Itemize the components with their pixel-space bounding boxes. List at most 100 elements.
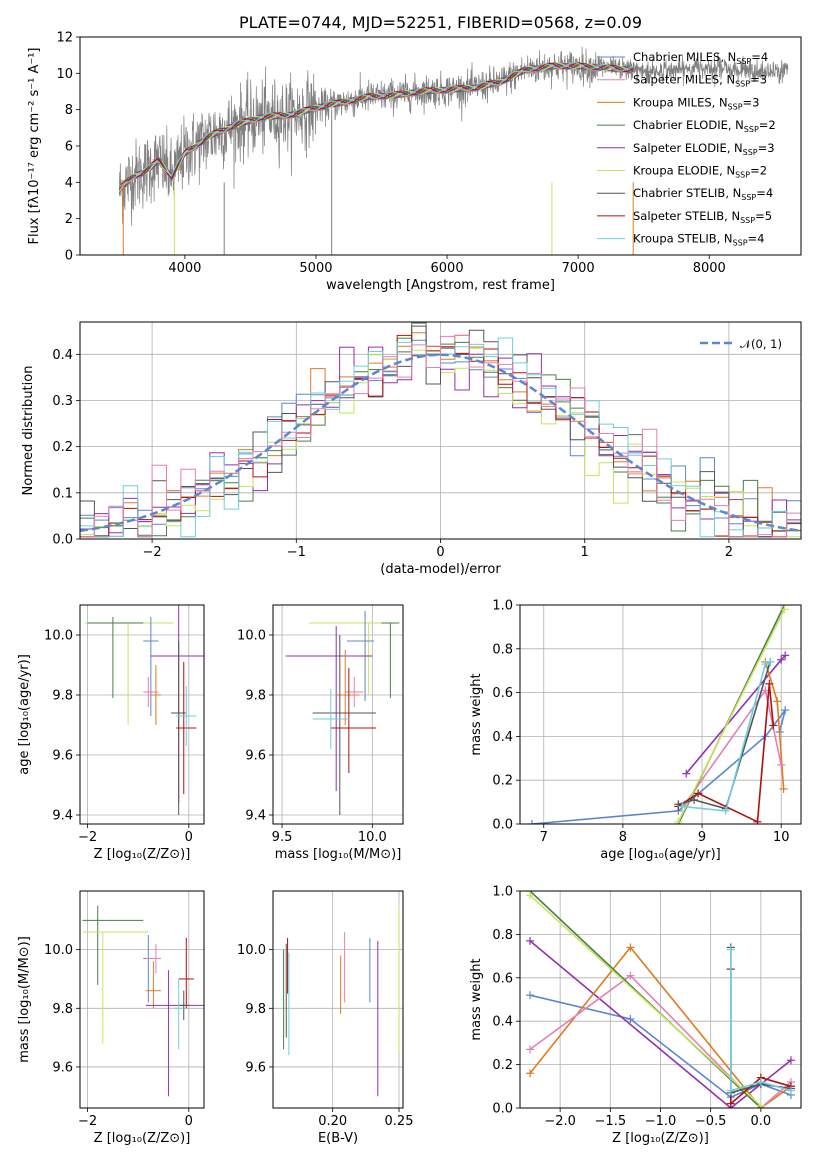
y-tick-label: 12	[56, 31, 73, 46]
x-tick-label: −1.0	[645, 1114, 677, 1129]
x-tick-label: −0.5	[695, 1114, 727, 1129]
weight_vs_Z-frame	[519, 890, 802, 1109]
weight-marker	[626, 1015, 635, 1024]
error-point	[312, 689, 349, 749]
y-tick-label: 2	[65, 212, 73, 227]
weight-marker	[527, 820, 536, 824]
y-axis-label: age [log₁₀(age/yr)]	[17, 654, 32, 775]
weight-marker	[526, 891, 535, 900]
y-tick-label: 9.4	[52, 809, 73, 824]
legend-entry: Kroupa STELIB, NSSP=4	[633, 232, 764, 248]
weight-marker	[674, 817, 683, 824]
weight_vs_age-plot-area	[520, 605, 801, 824]
y-tick-label: 6	[65, 140, 73, 155]
y-tick-label: 10.0	[237, 943, 266, 958]
weight-marker	[726, 1086, 735, 1095]
y-tick-label: 0.0	[52, 533, 73, 548]
model-spectrum-line	[118, 63, 634, 190]
weight-series-line	[529, 894, 762, 1107]
spectrum-legend: Chabrier MILES, NSSP=4 Salpeter MILES, NS…	[597, 50, 776, 248]
x-tick-label: 9	[698, 830, 706, 845]
weight-series-line	[529, 974, 792, 1108]
y-axis-label: mass weight	[469, 673, 484, 755]
y-tick-label: 9.8	[52, 689, 73, 704]
weight-series-line	[529, 946, 792, 1108]
legend-entry: Kroupa MILES, NSSP=3	[633, 95, 759, 111]
weight_vs_Z-plot-area	[520, 891, 801, 1108]
y-tick-label: 0.4	[492, 730, 513, 745]
legend-entry: 𝒩(0, 1)	[740, 337, 782, 351]
age_vs_Z-frame	[79, 604, 205, 825]
y-axis-label: mass weight	[469, 958, 484, 1040]
model-spectrum-line	[119, 63, 634, 189]
weight-marker	[726, 945, 735, 954]
y-tick-label: 9.4	[245, 809, 266, 824]
x-tick-label: −1.5	[595, 1114, 627, 1129]
error-point	[173, 978, 184, 1050]
error-point	[143, 934, 154, 1003]
x-tick-label: 7	[540, 830, 548, 845]
y-tick-label: 0.4	[52, 348, 73, 363]
x-tick-label: 8	[619, 830, 627, 845]
weight-marker	[765, 679, 774, 688]
x-tick-label: 0	[185, 1114, 193, 1129]
weight-marker	[766, 657, 775, 666]
legend-entry: Kroupa ELODIE, NSSP=2	[633, 164, 767, 180]
weight-marker	[777, 655, 786, 664]
error-point	[285, 626, 373, 791]
x-tick-label: 6000	[431, 261, 464, 276]
x-tick-label: 2	[725, 545, 733, 560]
y-tick-label: 4	[65, 176, 73, 191]
weight-marker	[756, 1101, 765, 1108]
x-tick-label: −2.0	[544, 1114, 576, 1129]
weight-marker	[674, 800, 683, 809]
weight-marker	[694, 789, 703, 798]
x-tick-label: −1	[287, 545, 306, 560]
y-tick-label: 0.1	[52, 486, 73, 501]
x-tick-label: −2	[143, 545, 162, 560]
age_vs_Z-plot-area	[80, 605, 204, 824]
x-axis-label: age [log₁₀(age/yr)]	[600, 847, 721, 862]
weight-marker	[626, 971, 635, 980]
error-point	[87, 617, 144, 698]
y-tick-label: 9.6	[245, 1060, 266, 1075]
weight-marker	[786, 1086, 795, 1095]
chart-title: PLATE=0744, MJD=52251, FIBERID=0568, z=0…	[239, 13, 642, 32]
age_vs_mass-panel: 9.5 10.0 9.4 9.6 9.8 10.0 mass [log₁₀(M/M⊙)]	[237, 604, 404, 862]
legend-entry: Chabrier MILES, NSSP=4	[633, 50, 768, 66]
weight-marker	[769, 721, 778, 730]
model-spectrum-line	[118, 62, 634, 188]
x-tick-label: 5000	[299, 261, 332, 276]
error-point	[330, 668, 376, 773]
weight-marker	[781, 651, 790, 660]
weight-series-line	[677, 609, 786, 823]
residual-histogram	[80, 334, 801, 538]
y-tick-label: 9.8	[245, 689, 266, 704]
legend-entry: Salpeter STELIB, NSSP=5	[633, 209, 772, 225]
error-point	[143, 677, 159, 707]
legend-entry: Salpeter ELODIE, NSSP=3	[633, 141, 775, 157]
x-tick-label: 10.0	[358, 830, 387, 845]
x-tick-label: 0.25	[385, 1114, 414, 1129]
weight-series-line	[682, 661, 771, 812]
normal-curve	[80, 353, 801, 533]
model-spectrum-line	[118, 62, 634, 192]
x-tick-label: 1	[581, 545, 589, 560]
error-point	[381, 622, 400, 698]
y-tick-label: 0.3	[52, 394, 73, 409]
weight-series-line	[529, 940, 792, 1108]
weight-marker	[756, 1077, 765, 1086]
error-point	[345, 677, 364, 707]
y-tick-label: 8	[65, 103, 73, 118]
error-point	[176, 686, 197, 746]
error-point	[312, 635, 376, 815]
age_vs_mass-plot-area	[273, 605, 403, 824]
error-point	[145, 961, 161, 1009]
weight_vs_age-panel: 7 8 9 10 0.0 0.2 0.4 0.6 0.8 1.0 age [log₁₀(age/yr…	[469, 599, 802, 862]
x-tick-label: 9.5	[272, 830, 293, 845]
weight_vs_Z-panel: −2.0 −1.5 −1.0 −0.5 0.0 0.0 0.2 0.4 0.6 0.8 1.0 Z […	[469, 885, 802, 1146]
y-tick-label: 1.0	[492, 599, 513, 614]
spectrum-panel: 4000 5000 6000 7000 8000 0 2 4 6 8 10 12 wavelength …	[27, 13, 802, 293]
spectrum-frame	[79, 36, 802, 256]
